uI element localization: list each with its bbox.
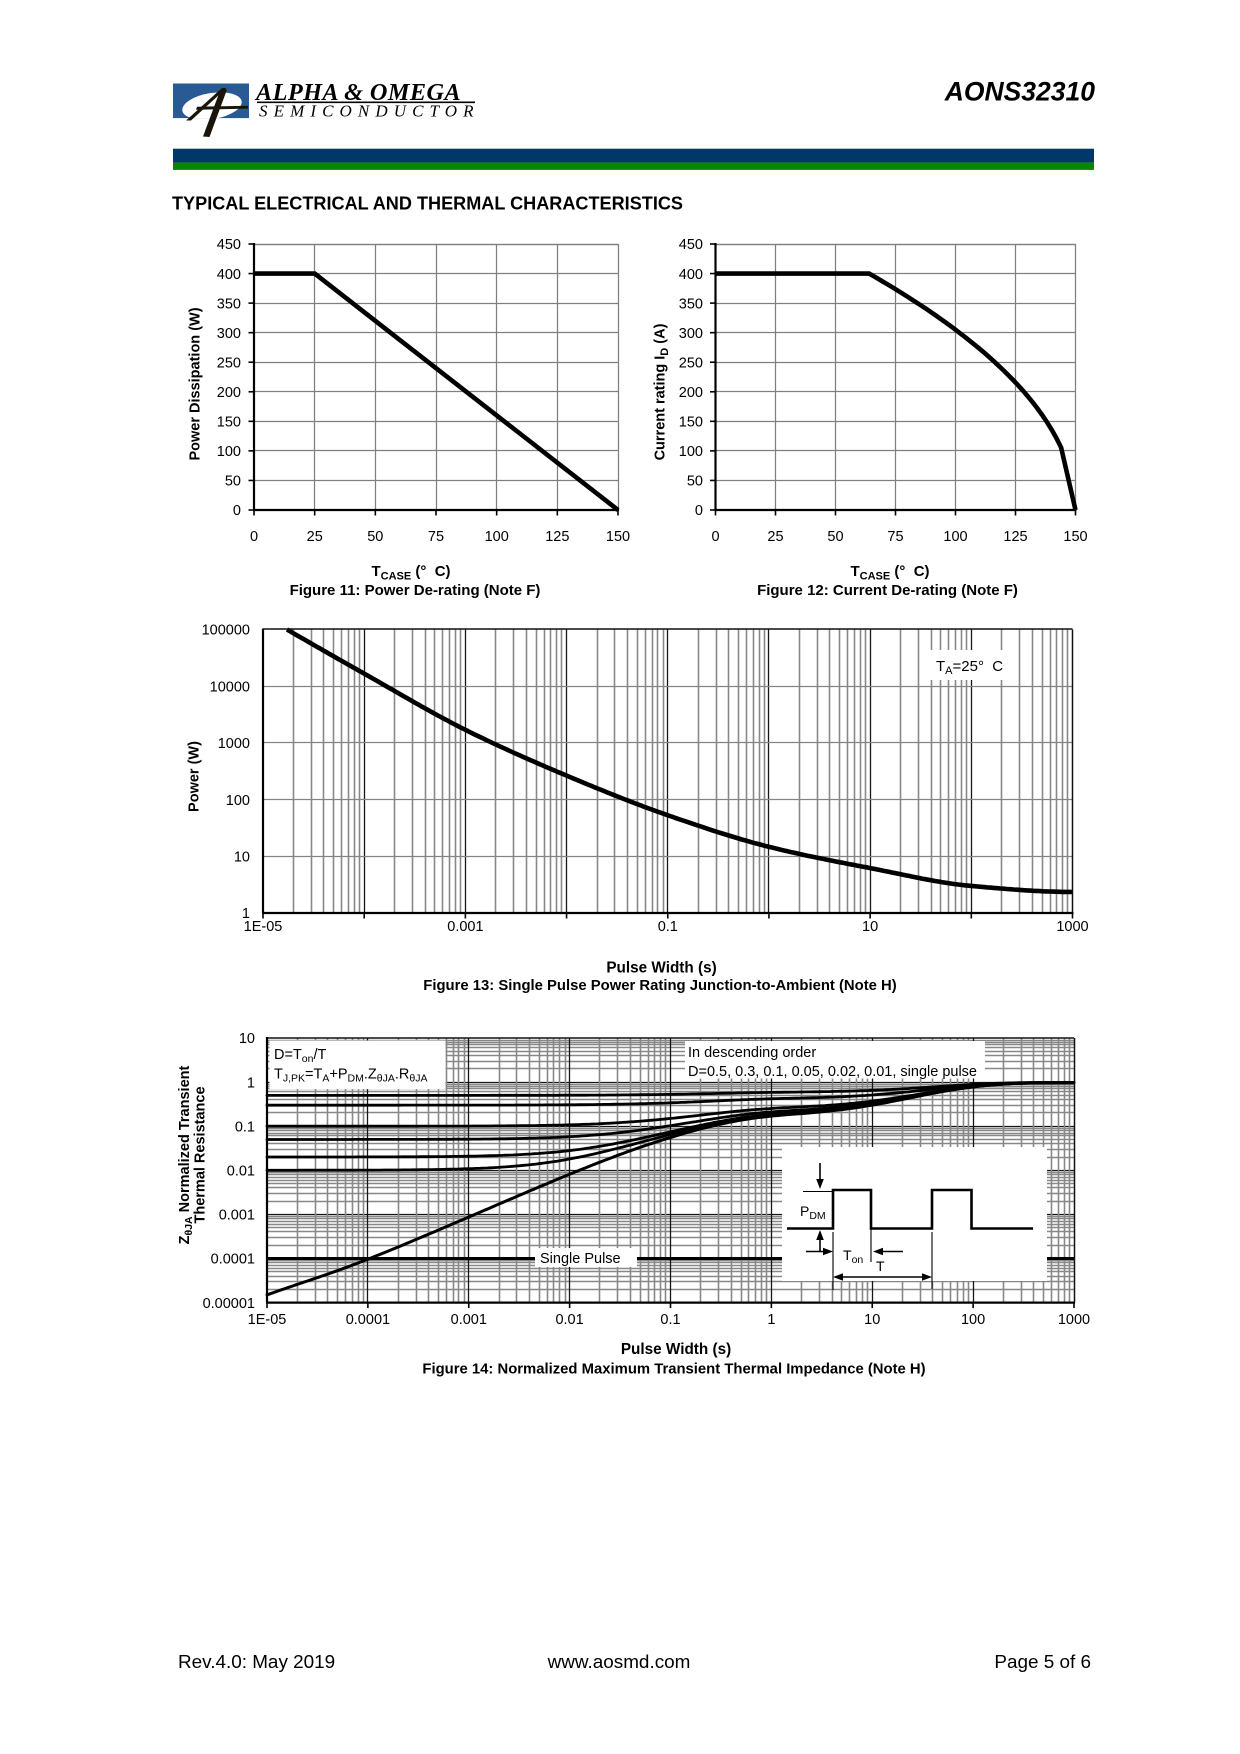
svg-text:0.01: 0.01 bbox=[555, 1312, 583, 1328]
svg-text:100: 100 bbox=[943, 529, 967, 545]
svg-text:Rev.4.0: May 2019: Rev.4.0: May 2019 bbox=[178, 1652, 335, 1673]
svg-text:Page 5 of 6: Page 5 of 6 bbox=[994, 1652, 1091, 1673]
svg-text:Pulse Width (s): Pulse Width (s) bbox=[621, 1341, 731, 1358]
svg-text:150: 150 bbox=[1063, 529, 1087, 545]
svg-text:150: 150 bbox=[606, 529, 630, 545]
svg-text:1: 1 bbox=[767, 1312, 775, 1328]
svg-text:300: 300 bbox=[679, 326, 703, 342]
svg-text:0: 0 bbox=[233, 503, 241, 519]
svg-text:100: 100 bbox=[961, 1312, 985, 1328]
svg-text:0: 0 bbox=[711, 529, 719, 545]
svg-text:TA=25° C: TA=25° C bbox=[936, 658, 1003, 677]
svg-text:1E-05: 1E-05 bbox=[248, 1312, 287, 1328]
svg-text:TYPICAL ELECTRICAL AND THERMAL: TYPICAL ELECTRICAL AND THERMAL CHARACTER… bbox=[172, 194, 683, 214]
svg-text:50: 50 bbox=[827, 529, 843, 545]
svg-text:Single Pulse: Single Pulse bbox=[540, 1251, 621, 1267]
svg-text:TCASE (° C): TCASE (° C) bbox=[371, 563, 450, 583]
svg-text:10: 10 bbox=[239, 1031, 255, 1047]
svg-text:www.aosmd.com: www.aosmd.com bbox=[547, 1652, 691, 1673]
svg-text:75: 75 bbox=[428, 529, 444, 545]
svg-text:Power Dissipation (W): Power Dissipation (W) bbox=[188, 307, 204, 460]
svg-text:0.0001: 0.0001 bbox=[211, 1252, 255, 1268]
svg-text:250: 250 bbox=[679, 355, 703, 371]
svg-text:1: 1 bbox=[247, 1075, 255, 1091]
svg-text:400: 400 bbox=[217, 267, 241, 283]
svg-text:AONS32310: AONS32310 bbox=[944, 76, 1096, 106]
svg-text:25: 25 bbox=[307, 529, 323, 545]
svg-text:125: 125 bbox=[1003, 529, 1027, 545]
svg-text:Figure 12: Current De-rating (: Figure 12: Current De-rating (Note F) bbox=[757, 582, 1018, 599]
svg-text:150: 150 bbox=[679, 415, 703, 431]
svg-text:50: 50 bbox=[367, 529, 383, 545]
svg-text:150: 150 bbox=[217, 415, 241, 431]
svg-text:450: 450 bbox=[217, 237, 241, 253]
svg-text:100: 100 bbox=[217, 444, 241, 460]
svg-text:0.001: 0.001 bbox=[219, 1208, 255, 1224]
svg-text:1: 1 bbox=[242, 906, 250, 922]
svg-text:SEMICONDUCTOR: SEMICONDUCTOR bbox=[259, 102, 480, 121]
svg-text:T: T bbox=[876, 1258, 885, 1274]
svg-text:1000: 1000 bbox=[1056, 919, 1088, 935]
svg-text:300: 300 bbox=[217, 326, 241, 342]
svg-text:25: 25 bbox=[767, 529, 783, 545]
svg-text:350: 350 bbox=[217, 296, 241, 312]
svg-text:100: 100 bbox=[226, 793, 250, 809]
svg-text:200: 200 bbox=[217, 385, 241, 401]
svg-text:0.001: 0.001 bbox=[447, 919, 483, 935]
svg-text:0.00001: 0.00001 bbox=[203, 1296, 255, 1312]
svg-text:1000: 1000 bbox=[218, 736, 250, 752]
svg-text:Figure 14: Normalized Maximum: Figure 14: Normalized Maximum Transient … bbox=[422, 1362, 925, 1378]
svg-text:10: 10 bbox=[234, 850, 250, 866]
svg-text:10000: 10000 bbox=[210, 679, 250, 695]
svg-text:1000: 1000 bbox=[1058, 1312, 1090, 1328]
svg-text:0: 0 bbox=[695, 503, 703, 519]
svg-text:0.1: 0.1 bbox=[658, 919, 678, 935]
svg-text:Current rating ID (A): Current rating ID (A) bbox=[653, 323, 672, 460]
svg-text:1E-05: 1E-05 bbox=[244, 919, 283, 935]
svg-text:0.1: 0.1 bbox=[235, 1119, 255, 1135]
svg-text:10: 10 bbox=[862, 919, 878, 935]
svg-text:75: 75 bbox=[887, 529, 903, 545]
svg-text:100: 100 bbox=[679, 444, 703, 460]
svg-text:In descending order: In descending order bbox=[688, 1045, 816, 1061]
svg-text:0.0001: 0.0001 bbox=[346, 1312, 390, 1328]
svg-text:0.001: 0.001 bbox=[451, 1312, 487, 1328]
svg-text:10: 10 bbox=[864, 1312, 880, 1328]
svg-text:250: 250 bbox=[217, 355, 241, 371]
svg-text:400: 400 bbox=[679, 267, 703, 283]
svg-text:Figure 13: Single Pulse Power: Figure 13: Single Pulse Power Rating Jun… bbox=[423, 978, 896, 994]
svg-text:100: 100 bbox=[485, 529, 509, 545]
svg-text:50: 50 bbox=[225, 474, 241, 490]
svg-text:Figure 11: Power De-rating (No: Figure 11: Power De-rating (Note F) bbox=[290, 582, 541, 599]
svg-text:450: 450 bbox=[679, 237, 703, 253]
svg-text:125: 125 bbox=[545, 529, 569, 545]
svg-text:Power (W): Power (W) bbox=[187, 741, 203, 812]
svg-text:200: 200 bbox=[679, 385, 703, 401]
svg-text:0.01: 0.01 bbox=[227, 1164, 255, 1180]
svg-text:100000: 100000 bbox=[202, 623, 250, 639]
svg-text:ZθJA Normalized Transient: ZθJA Normalized Transient bbox=[177, 1066, 195, 1245]
svg-text:D=0.5, 0.3, 0.1, 0.05, 0.02, 0: D=0.5, 0.3, 0.1, 0.05, 0.02, 0.01, singl… bbox=[688, 1064, 977, 1080]
svg-text:D=Ton/T: D=Ton/T bbox=[274, 1047, 327, 1065]
svg-text:350: 350 bbox=[679, 296, 703, 312]
svg-text:0.1: 0.1 bbox=[660, 1312, 680, 1328]
svg-text:0: 0 bbox=[250, 529, 258, 545]
svg-text:Thermal Resistance: Thermal Resistance bbox=[193, 1086, 209, 1223]
svg-text:50: 50 bbox=[687, 474, 703, 490]
svg-text:Pulse Width (s): Pulse Width (s) bbox=[606, 960, 716, 977]
